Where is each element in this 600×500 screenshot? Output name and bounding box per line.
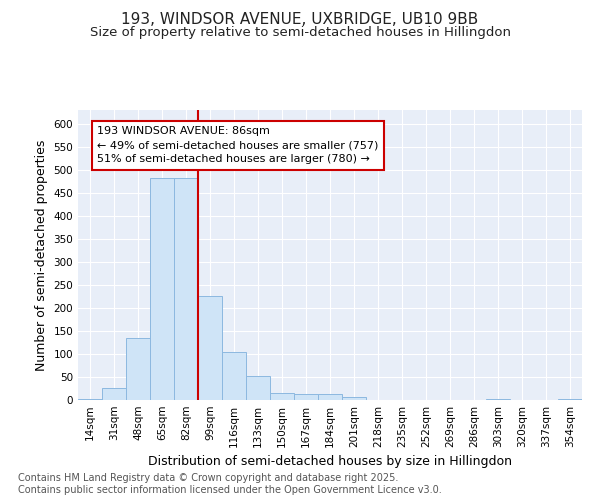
Bar: [294, 394, 318, 400]
Bar: [102, 388, 126, 400]
X-axis label: Distribution of semi-detached houses by size in Hillingdon: Distribution of semi-detached houses by …: [148, 456, 512, 468]
Bar: [222, 352, 246, 400]
Bar: [270, 393, 294, 400]
Y-axis label: Number of semi-detached properties: Number of semi-detached properties: [35, 140, 48, 370]
Bar: [126, 338, 150, 400]
Text: Contains HM Land Registry data © Crown copyright and database right 2025.
Contai: Contains HM Land Registry data © Crown c…: [18, 474, 442, 495]
Text: Size of property relative to semi-detached houses in Hillingdon: Size of property relative to semi-detach…: [89, 26, 511, 39]
Bar: [78, 398, 102, 400]
Bar: [486, 399, 510, 400]
Bar: [246, 376, 270, 400]
Text: 193 WINDSOR AVENUE: 86sqm
← 49% of semi-detached houses are smaller (757)
51% of: 193 WINDSOR AVENUE: 86sqm ← 49% of semi-…: [97, 126, 379, 164]
Bar: [342, 397, 366, 400]
Bar: [558, 398, 582, 400]
Bar: [150, 178, 174, 400]
Bar: [174, 178, 198, 400]
Bar: [318, 394, 342, 400]
Bar: [198, 296, 222, 400]
Text: 193, WINDSOR AVENUE, UXBRIDGE, UB10 9BB: 193, WINDSOR AVENUE, UXBRIDGE, UB10 9BB: [121, 12, 479, 28]
